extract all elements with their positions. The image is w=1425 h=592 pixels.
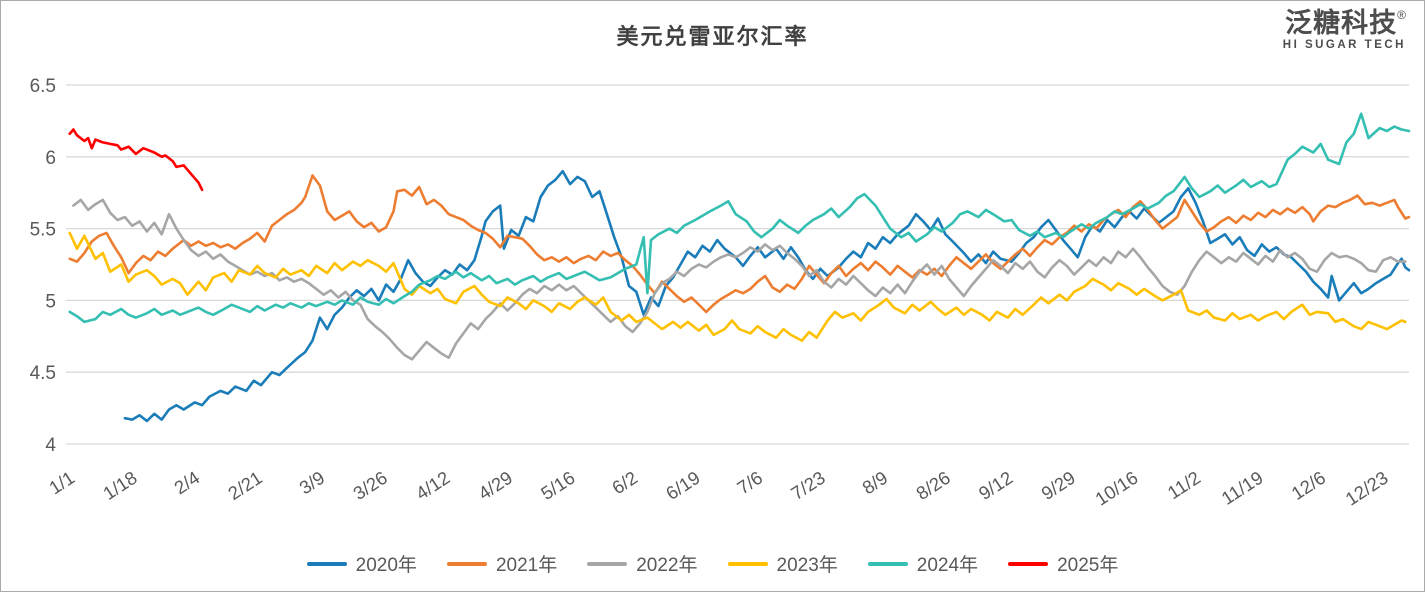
chart-title: 美元兑雷亚尔汇率: [616, 24, 809, 49]
legend-item-2023年[interactable]: 2023年: [727, 550, 838, 577]
x-axis-tick-label: 3/9: [295, 467, 328, 499]
x-axis-tick-label: 12/23: [1341, 467, 1391, 510]
legend-item-2021年[interactable]: 2021年: [446, 550, 558, 577]
y-axis-tick-label: 6.5: [30, 76, 56, 97]
chart-line-2022年: [72, 198, 1407, 361]
x-axis-tick-label: 1/18: [99, 467, 141, 504]
chart-line-2020年: [123, 169, 1411, 423]
x-axis-tick-label: 7/6: [733, 467, 766, 499]
x-axis-tick-label: 11/2: [1164, 467, 1204, 503]
x-axis-tick-label: 1/1: [45, 467, 78, 499]
legend-label: 2023年: [776, 555, 838, 576]
chart-line-2025年: [68, 128, 204, 192]
logo-cn-text: 泛糖科技: [1285, 8, 1398, 38]
legend-label: 2022年: [636, 555, 698, 576]
x-axis-tick-label: 12/6: [1288, 467, 1330, 504]
chart-line-2024年: [68, 112, 1411, 324]
legend-line-swatch: [1008, 561, 1049, 566]
legend-item-2024年[interactable]: 2024年: [867, 550, 979, 577]
legend-label: 2021年: [495, 555, 558, 576]
x-axis-tick-label: 2/21: [224, 467, 266, 504]
y-axis-tick-label: 4.5: [30, 363, 56, 384]
legend-line-swatch: [306, 561, 347, 566]
legend-line-swatch: [727, 561, 768, 566]
x-axis-tick-label: 4/12: [412, 467, 454, 504]
x-axis-tick-label: 8/26: [912, 467, 954, 504]
legend-line-swatch: [587, 561, 628, 566]
x-axis-tick-label: 5/16: [537, 467, 579, 504]
legend-item-2022年[interactable]: 2022年: [587, 550, 698, 577]
y-axis-tick-label: 5: [45, 291, 56, 312]
x-axis-tick-label: 4/29: [474, 467, 516, 504]
legend-label: 2020年: [355, 555, 417, 576]
x-axis-tick-label: 6/2: [608, 467, 641, 499]
x-axis-tick-label: 2/4: [170, 467, 203, 499]
x-axis-tick-label: 3/26: [349, 467, 391, 504]
x-axis-tick-label: 10/16: [1091, 467, 1141, 510]
legend-label: 2025年: [1057, 555, 1119, 576]
legend-label: 2024年: [916, 555, 979, 576]
y-axis-tick-label: 6: [45, 148, 56, 169]
y-axis-tick-label: 5.5: [30, 220, 56, 241]
chart-legend: 2020年 2021年 2022年 2023年 2024年 2025年: [1, 550, 1424, 577]
legend-item-2025年[interactable]: 2025年: [1008, 550, 1118, 577]
chart-line-2023年: [68, 231, 1407, 342]
registered-trademark-icon: ®: [1397, 8, 1406, 22]
chart-line-2021年: [68, 174, 1411, 314]
x-axis-tick-label: 6/19: [662, 467, 704, 504]
company-logo: 泛糖科技® HI SUGAR TECH: [1282, 8, 1406, 52]
x-axis-tick-label: 9/12: [975, 467, 1017, 504]
legend-line-swatch: [867, 561, 908, 566]
logo-en-text: HI SUGAR TECH: [1282, 39, 1406, 52]
legend-line-swatch: [446, 561, 487, 566]
x-axis-tick-label: 11/19: [1218, 467, 1267, 509]
x-axis-tick-label: 7/23: [787, 467, 829, 504]
y-axis-tick-label: 4: [45, 435, 56, 456]
x-axis-tick-label: 9/29: [1037, 467, 1079, 504]
x-axis-tick-label: 8/9: [858, 467, 891, 499]
legend-item-2020年[interactable]: 2020年: [306, 550, 417, 577]
